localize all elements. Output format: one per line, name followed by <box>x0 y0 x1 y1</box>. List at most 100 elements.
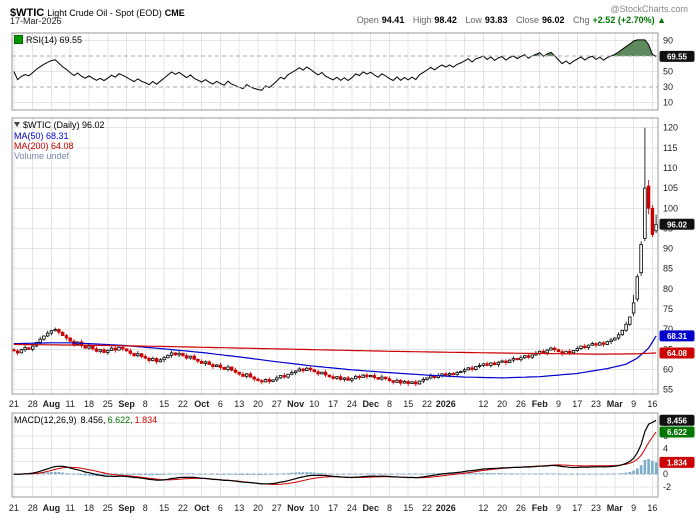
x-axis-label: 15 <box>159 399 169 409</box>
price-axis-label: 65 <box>663 344 673 354</box>
stockcharts-credit: @StockCharts.com <box>610 4 688 14</box>
ma50-label: MA(50) 68.31 <box>14 131 69 141</box>
x-axis-label: 24 <box>347 503 357 513</box>
candle <box>263 379 268 383</box>
candle <box>425 377 429 380</box>
hist-bar <box>68 473 72 475</box>
candle <box>553 347 557 351</box>
close-value: 96.02 <box>541 15 565 25</box>
x-axis-label: 6 <box>218 399 223 409</box>
candle <box>650 207 655 235</box>
hist-bar <box>316 472 320 475</box>
rsi-axis-label: 10 <box>663 97 673 107</box>
x-axis-label: 23 <box>591 503 601 513</box>
hist-bar <box>568 474 571 475</box>
candle <box>357 375 362 378</box>
candle <box>462 369 467 372</box>
hist-bar <box>192 473 196 475</box>
candle <box>308 367 313 371</box>
svg-text:96.02: 96.02 <box>667 220 688 229</box>
candle <box>34 341 39 347</box>
x-axis-label: Dec <box>362 399 379 409</box>
candle <box>410 381 414 384</box>
candle <box>635 276 639 300</box>
candle <box>646 185 651 209</box>
macd-title: MACD(12,26,9) <box>14 415 77 425</box>
hist-bar <box>174 473 177 475</box>
x-axis-label: 22 <box>422 399 432 409</box>
hist-bar <box>617 473 620 475</box>
x-axis-label: 16 <box>647 503 657 513</box>
hist-bar <box>72 474 76 475</box>
hist-bar <box>478 472 481 475</box>
hist-bar <box>485 473 489 475</box>
x-axis-label: 17 <box>572 399 582 409</box>
svg-text:68.31: 68.31 <box>667 332 688 341</box>
hist-bar <box>219 474 222 475</box>
price-axis-label: 75 <box>663 304 673 314</box>
hist-bar <box>95 474 98 477</box>
svg-text:6.622: 6.622 <box>667 428 688 437</box>
x-axis-label: Nov <box>287 503 304 513</box>
hist-bar <box>470 472 474 474</box>
hist-bar <box>200 474 203 475</box>
hist-bar <box>643 459 647 475</box>
hist-bar <box>241 474 245 476</box>
candle <box>57 329 61 333</box>
hist-bar <box>459 473 463 475</box>
x-axis-label: 11 <box>66 399 75 409</box>
ticker-description: Light Crude Oil - Spot (EOD) <box>47 8 162 18</box>
candle <box>466 367 470 371</box>
hist-bar <box>463 473 466 475</box>
candle <box>158 359 163 363</box>
x-axis-label: Sep <box>118 399 135 409</box>
price-axis-label: 60 <box>663 364 673 374</box>
candle <box>267 379 271 382</box>
candle <box>214 364 219 368</box>
hist-bar <box>290 472 294 475</box>
rsi-axis-label: 90 <box>663 36 673 46</box>
candle <box>248 373 253 378</box>
candle <box>192 355 196 360</box>
x-axis-label: 25 <box>103 399 113 409</box>
hist-bar <box>159 474 162 475</box>
indicator-marker-icon <box>14 35 23 44</box>
candle <box>455 372 459 376</box>
hist-bar <box>147 474 151 476</box>
hist-bar <box>489 473 493 475</box>
hist-bar <box>406 474 410 475</box>
hist-bar <box>512 473 515 475</box>
candle <box>526 355 531 358</box>
volume-label: Volume undef <box>14 151 70 161</box>
hist-bar <box>298 472 301 475</box>
hist-bar <box>42 472 46 475</box>
hist-bar <box>335 474 339 475</box>
candle <box>305 367 309 372</box>
hist-bar <box>121 474 125 475</box>
low-label: Low <box>465 15 482 25</box>
candle <box>94 348 99 352</box>
candle <box>545 349 549 354</box>
x-axis-label: 13 <box>234 399 244 409</box>
price-axis-label: 105 <box>663 183 678 193</box>
candle <box>203 361 208 364</box>
x-axis-label: 27 <box>272 503 282 513</box>
candle <box>64 335 69 339</box>
candle <box>49 330 54 334</box>
price-axis-label: 90 <box>663 244 673 254</box>
x-axis-label: 21 <box>9 399 19 409</box>
price-axis-label: 55 <box>663 385 673 395</box>
candle <box>229 366 234 371</box>
candle <box>196 358 200 362</box>
hist-bar <box>560 474 564 475</box>
candle <box>413 381 418 385</box>
hist-bar <box>76 474 79 475</box>
x-axis-label: 12 <box>478 503 488 513</box>
hist-bar <box>602 474 605 475</box>
candle <box>624 323 628 331</box>
candle <box>579 345 583 349</box>
x-axis-label: 28 <box>28 503 38 513</box>
x-axis-label: 20 <box>497 399 507 409</box>
ticker-symbol: $WTIC <box>10 7 45 19</box>
hist-bar <box>245 474 248 475</box>
